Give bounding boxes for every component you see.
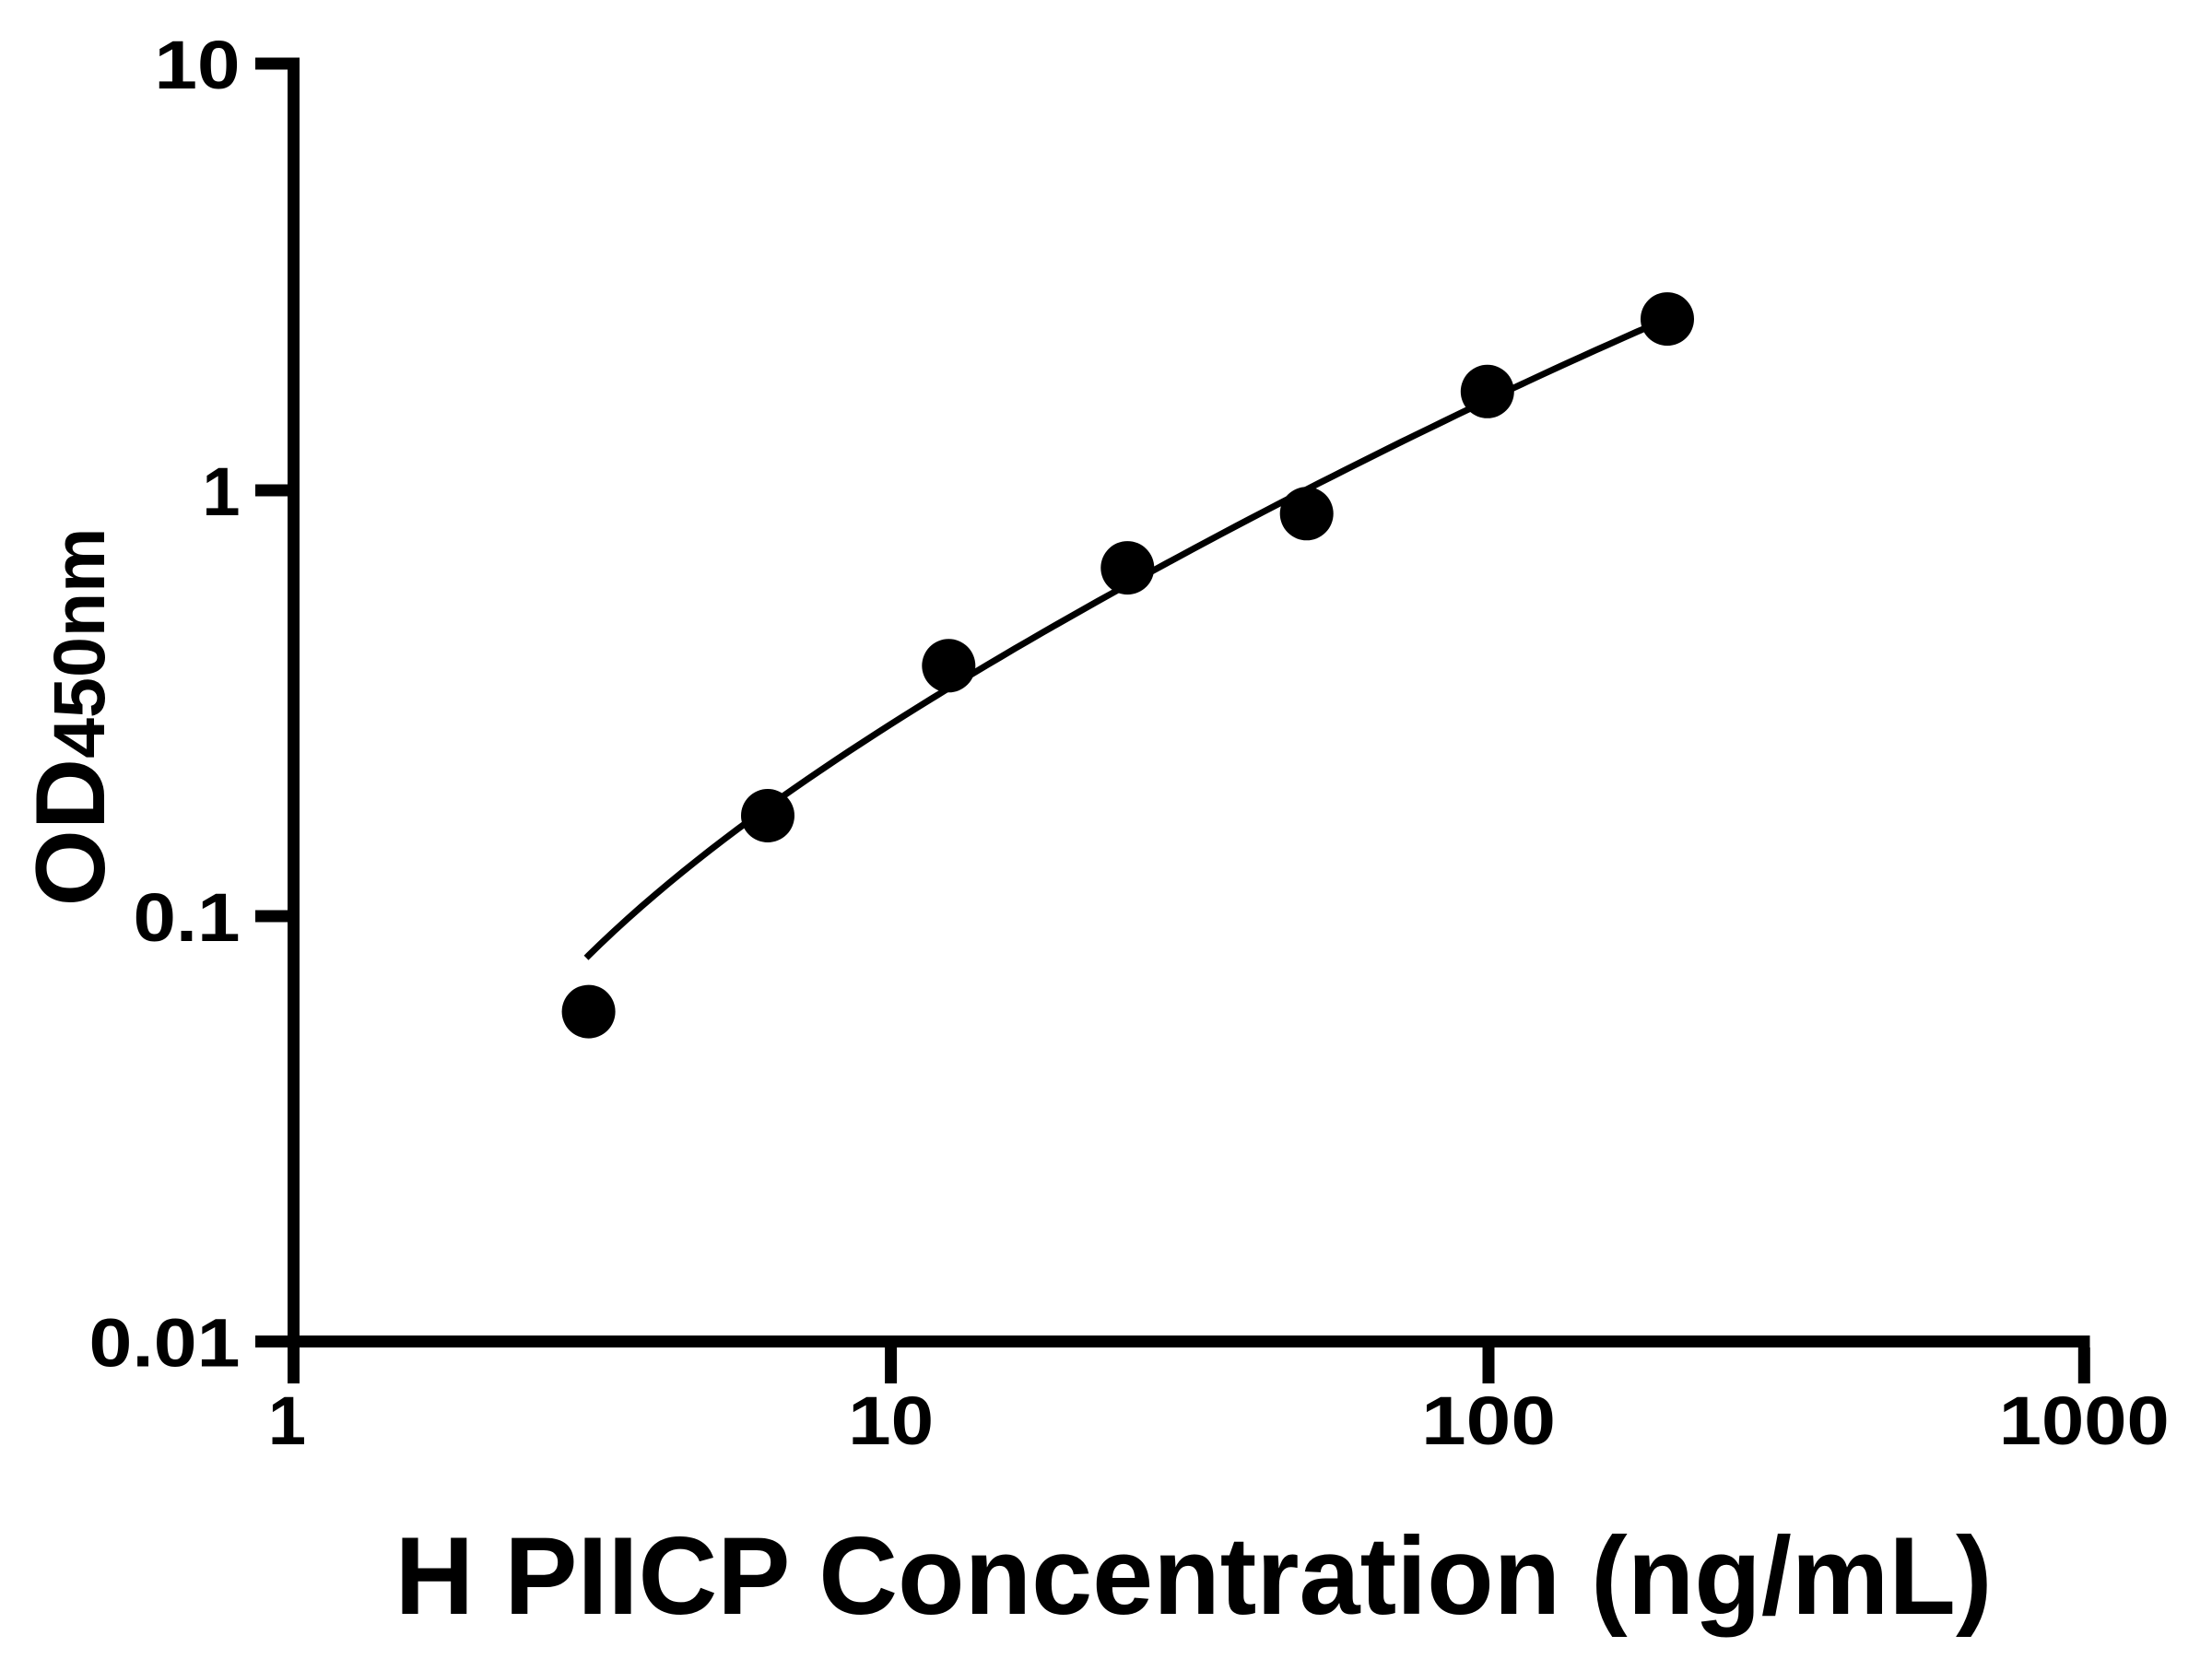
svg-text:1: 1 (202, 453, 240, 530)
svg-text:10: 10 (848, 1382, 934, 1459)
svg-text:1000: 1000 (1999, 1382, 2170, 1459)
svg-text:0.01: 0.01 (89, 1305, 241, 1382)
svg-text:1: 1 (268, 1382, 306, 1459)
svg-text:H PIICP Concentration (ng/mL): H PIICP Concentration (ng/mL) (395, 1514, 1993, 1638)
svg-text:0.1: 0.1 (134, 879, 241, 956)
svg-text:10: 10 (155, 27, 241, 103)
svg-text:100: 100 (1421, 1382, 1556, 1459)
svg-text:OD450nm: OD450nm (15, 528, 125, 907)
